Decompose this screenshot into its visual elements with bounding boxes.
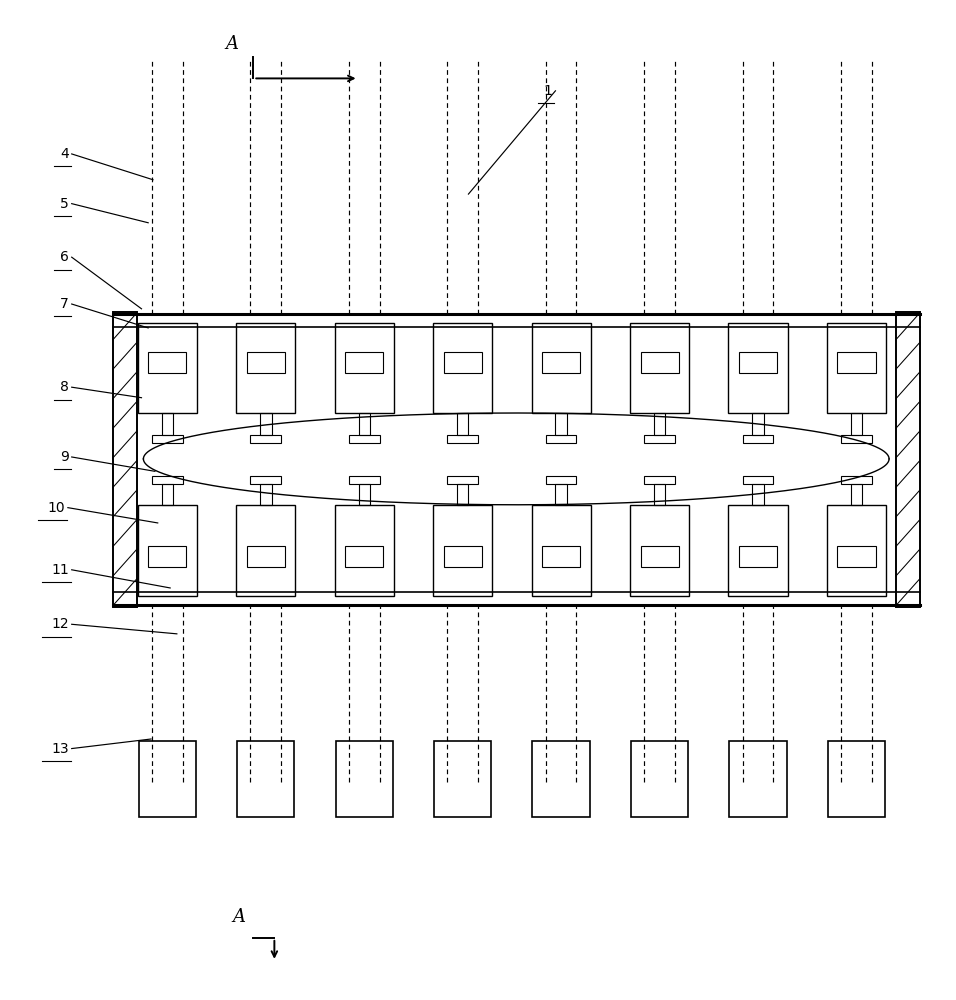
Bar — [139, 741, 196, 817]
Bar — [837, 352, 876, 373]
Bar — [358, 413, 370, 435]
Bar — [654, 484, 665, 505]
Bar — [152, 476, 183, 484]
Bar — [162, 413, 173, 435]
Bar — [828, 741, 885, 817]
Bar — [457, 484, 468, 505]
Text: A: A — [226, 35, 239, 53]
Bar — [345, 352, 383, 373]
Bar — [851, 413, 862, 435]
Bar — [728, 323, 788, 413]
Bar — [433, 505, 492, 596]
Bar — [631, 741, 688, 817]
Bar — [349, 435, 380, 443]
Bar — [630, 323, 689, 413]
Bar — [447, 435, 478, 443]
Bar — [345, 546, 383, 567]
Bar — [152, 435, 183, 443]
Text: 8: 8 — [60, 380, 69, 394]
Text: 5: 5 — [60, 197, 69, 211]
Bar — [644, 476, 675, 484]
Bar — [247, 352, 285, 373]
Bar — [532, 505, 591, 596]
Bar — [752, 484, 764, 505]
Bar — [260, 484, 272, 505]
Bar — [433, 323, 492, 413]
Bar — [555, 484, 567, 505]
Text: 12: 12 — [52, 617, 69, 631]
Bar — [630, 505, 689, 596]
Bar — [542, 352, 580, 373]
Bar — [447, 476, 478, 484]
Bar — [148, 546, 186, 567]
Bar — [644, 435, 675, 443]
Bar — [641, 352, 679, 373]
Text: 7: 7 — [60, 297, 69, 311]
Bar — [729, 741, 787, 817]
Bar — [349, 476, 380, 484]
Bar — [247, 546, 285, 567]
Bar — [739, 352, 777, 373]
Bar — [236, 505, 295, 596]
Bar — [542, 546, 580, 567]
Bar — [260, 413, 272, 435]
Text: 10: 10 — [48, 501, 65, 515]
Bar — [841, 435, 872, 443]
Bar — [841, 476, 872, 484]
Bar — [162, 484, 173, 505]
Text: 11: 11 — [51, 563, 69, 577]
Bar — [546, 435, 576, 443]
Bar — [457, 413, 468, 435]
Bar — [336, 741, 393, 817]
Text: 1: 1 — [544, 84, 553, 98]
Bar — [743, 476, 773, 484]
Bar — [739, 546, 777, 567]
Text: 9: 9 — [60, 450, 69, 464]
Bar — [837, 546, 876, 567]
Bar — [546, 476, 576, 484]
Bar — [335, 505, 394, 596]
Text: 6: 6 — [60, 250, 69, 264]
Bar — [851, 484, 862, 505]
Bar — [237, 741, 294, 817]
Bar — [138, 323, 197, 413]
Bar — [532, 741, 590, 817]
Bar — [752, 413, 764, 435]
Bar — [827, 323, 886, 413]
Bar — [434, 741, 491, 817]
Bar — [250, 435, 281, 443]
Text: A: A — [232, 908, 246, 926]
Bar — [641, 546, 679, 567]
Bar — [148, 352, 186, 373]
Bar — [335, 323, 394, 413]
Bar — [743, 435, 773, 443]
Bar — [728, 505, 788, 596]
Text: 4: 4 — [60, 147, 69, 161]
Bar — [444, 352, 482, 373]
Bar — [532, 323, 591, 413]
Bar — [250, 476, 281, 484]
Bar — [358, 484, 370, 505]
Text: 13: 13 — [52, 742, 69, 756]
Bar — [236, 323, 295, 413]
Bar — [827, 505, 886, 596]
Bar — [654, 413, 665, 435]
Bar — [113, 312, 137, 607]
Bar — [444, 546, 482, 567]
Bar — [896, 312, 920, 607]
Bar — [555, 413, 567, 435]
Bar — [138, 505, 197, 596]
